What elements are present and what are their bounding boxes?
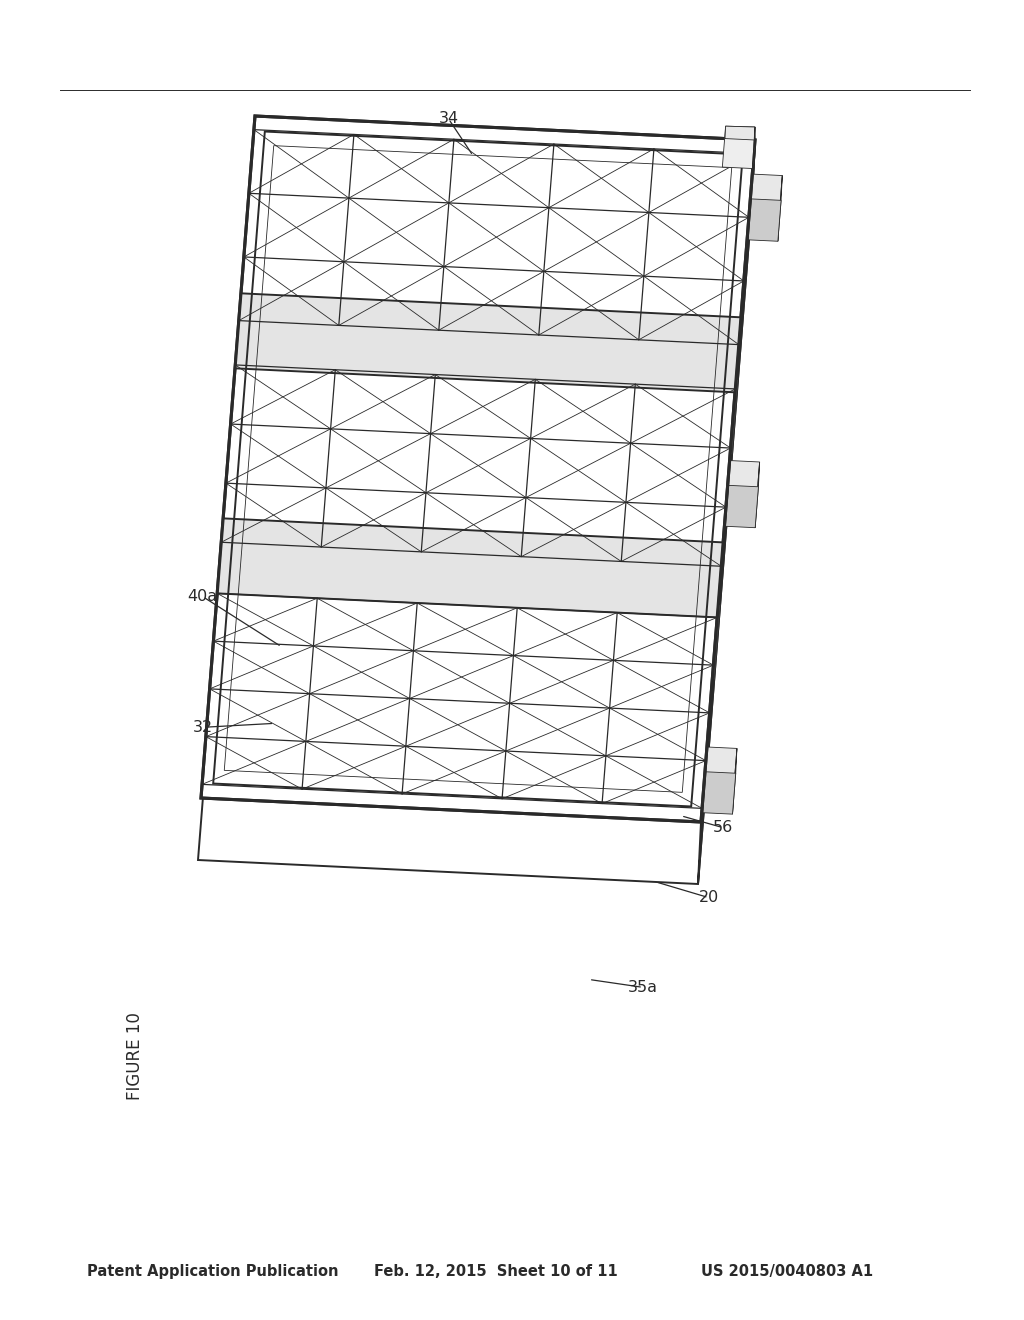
Polygon shape bbox=[252, 116, 755, 202]
Polygon shape bbox=[755, 462, 760, 528]
Text: 34: 34 bbox=[438, 111, 459, 127]
Text: FIGURE 10: FIGURE 10 bbox=[126, 1012, 144, 1100]
Polygon shape bbox=[198, 178, 752, 884]
Polygon shape bbox=[214, 581, 720, 680]
Polygon shape bbox=[748, 199, 781, 242]
Polygon shape bbox=[732, 748, 737, 814]
Text: US 2015/0040803 A1: US 2015/0040803 A1 bbox=[701, 1265, 873, 1279]
Polygon shape bbox=[750, 174, 782, 216]
Text: 35a: 35a bbox=[628, 979, 658, 995]
Polygon shape bbox=[236, 293, 741, 392]
Polygon shape bbox=[201, 116, 755, 822]
Text: 40a: 40a bbox=[187, 589, 218, 605]
Polygon shape bbox=[703, 747, 737, 789]
Polygon shape bbox=[778, 176, 782, 242]
Polygon shape bbox=[217, 519, 723, 618]
Polygon shape bbox=[725, 486, 759, 528]
Polygon shape bbox=[752, 127, 755, 181]
Polygon shape bbox=[232, 355, 738, 454]
Text: Patent Application Publication: Patent Application Publication bbox=[87, 1265, 339, 1279]
Polygon shape bbox=[698, 140, 755, 884]
Text: Feb. 12, 2015  Sheet 10 of 11: Feb. 12, 2015 Sheet 10 of 11 bbox=[374, 1265, 617, 1279]
Polygon shape bbox=[722, 127, 755, 169]
Text: 56: 56 bbox=[713, 820, 733, 836]
Polygon shape bbox=[702, 772, 735, 814]
Polygon shape bbox=[725, 127, 755, 140]
Polygon shape bbox=[726, 461, 760, 503]
Text: 20: 20 bbox=[698, 890, 719, 906]
Text: 32: 32 bbox=[193, 719, 213, 735]
